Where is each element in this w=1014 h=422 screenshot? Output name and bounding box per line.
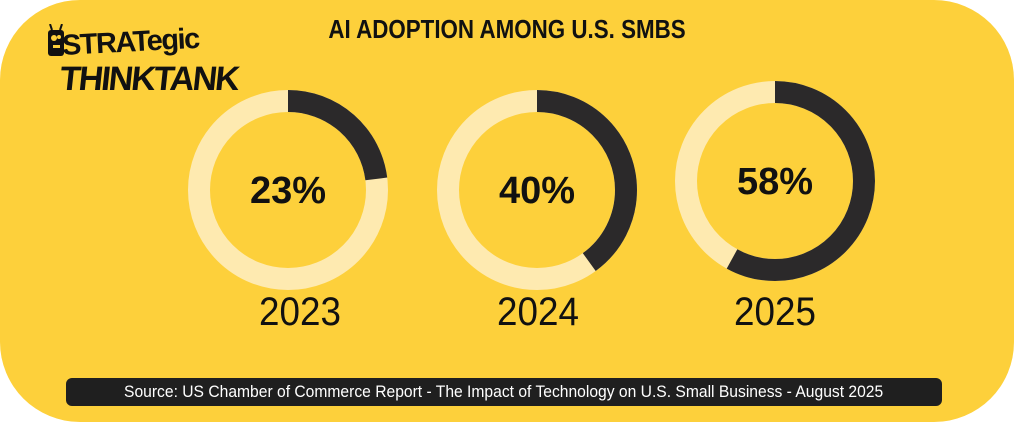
donut-value-arc-2025 <box>675 81 875 281</box>
source-caption: Source: US Chamber of Commerce Report - … <box>66 378 942 406</box>
strategic-thinktank-logo: STRATegic THINKTANK <box>44 22 240 100</box>
donut-value-arc-2024 <box>437 90 637 290</box>
chart-title: AI ADOPTION AMONG U.S. SMBS <box>328 14 686 44</box>
donut-value-arc-2023 <box>188 90 388 290</box>
donut-value-label-2024: 40% <box>499 170 575 212</box>
year-label-2025: 2025 <box>734 290 816 334</box>
logo-mark-icon <box>48 24 64 56</box>
donut-value-label-2023: 23% <box>250 170 326 212</box>
year-label-2024: 2024 <box>497 290 579 334</box>
year-label-2023: 2023 <box>259 290 341 334</box>
donut-value-label-2025: 58% <box>737 161 813 203</box>
source-text: Source: US Chamber of Commerce Report - … <box>124 382 884 401</box>
